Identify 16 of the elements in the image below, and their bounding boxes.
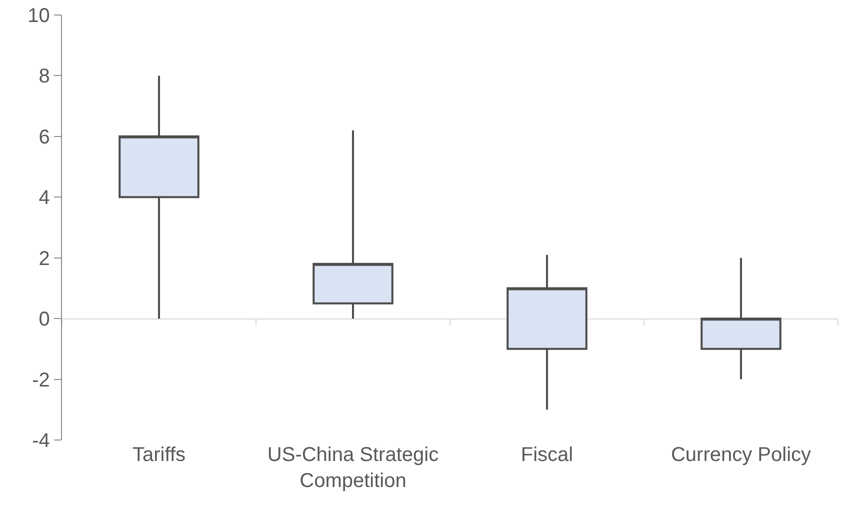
y-tick-label: -4 — [32, 430, 50, 452]
y-tick-label: 2 — [38, 248, 50, 270]
x-tick-label: US-China Strategic Competition — [267, 444, 439, 492]
y-tick-label: 6 — [38, 126, 50, 148]
y-tick-label: 0 — [38, 308, 50, 331]
y-tick-label: -2 — [32, 369, 50, 392]
candlestick — [700, 256, 782, 380]
x-tick-label: Fiscal — [520, 444, 574, 466]
y-tick-label: 10 — [28, 5, 50, 27]
candlestick — [506, 254, 588, 411]
y-tick-label: 8 — [38, 66, 50, 88]
candlestick — [118, 74, 200, 320]
candlestick — [312, 129, 394, 320]
x-tick-label: Currency Policy — [670, 444, 812, 466]
y-tick-label: 4 — [38, 187, 50, 210]
x-tick-label: Tariffs — [132, 444, 186, 466]
